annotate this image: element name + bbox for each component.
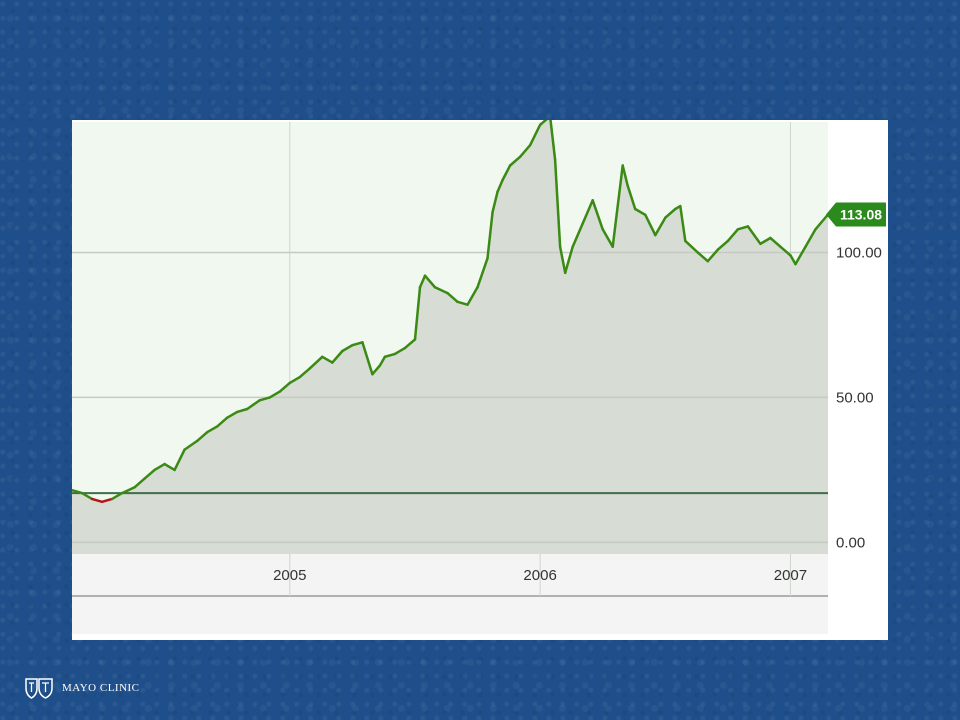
price-line-segment: [308, 355, 324, 370]
price-line-segment: [133, 477, 146, 489]
price-line-segment: [679, 204, 687, 243]
price-line-segment: [245, 399, 261, 411]
price-line-segment: [518, 143, 532, 159]
price-line-segment: [423, 274, 437, 289]
price-line-segment: [110, 491, 124, 501]
price-line-segment: [258, 396, 272, 402]
price-line-segment: [278, 381, 292, 393]
price-line-segment: [225, 410, 239, 419]
price-line-segment: [591, 199, 604, 231]
price-line-segment: [814, 213, 830, 231]
price-line-segment: [486, 210, 494, 260]
price-line-segment: [804, 228, 817, 248]
price-line-segment: [726, 228, 740, 243]
price-line-segment: [371, 364, 382, 376]
price-line-segment: [621, 164, 629, 188]
price-line-segment: [215, 416, 229, 428]
price-line-segment: [351, 341, 364, 347]
stock-price-chart: 0.00 50.00 100.00 2005 2006 2007 113.08: [72, 120, 886, 634]
price-line-segment: [456, 300, 469, 306]
price-line-segment: [433, 286, 449, 295]
price-line-segment: [173, 448, 186, 472]
price-line-segment: [736, 225, 750, 231]
price-line-segment: [553, 158, 562, 248]
x-tick-label: 2007: [774, 567, 807, 584]
price-line-segment: [446, 291, 459, 304]
price-line-segment: [644, 213, 657, 237]
last-price-label: 113.08: [840, 207, 882, 223]
price-line-segment: [378, 355, 387, 367]
price-line-segment: [696, 251, 710, 263]
price-line-segment: [759, 236, 772, 246]
price-line-segment: [80, 491, 94, 501]
y-tick-label: 0.00: [836, 534, 865, 551]
price-line-segment: [288, 375, 302, 385]
price-line-segment: [779, 245, 792, 257]
x-tick-label: 2006: [523, 567, 556, 584]
price-line-segment: [268, 390, 282, 399]
price-line-segment: [558, 245, 567, 275]
price-area: [72, 120, 828, 554]
price-line-segment: [789, 254, 797, 266]
price-line-segment: [794, 245, 807, 266]
price-line-segment: [491, 190, 499, 214]
x-tick-label: 2005: [273, 567, 306, 584]
price-line-segment: [466, 286, 479, 306]
price-line-segment: [205, 425, 219, 434]
lower-strip: [72, 596, 828, 634]
price-line-segment: [321, 355, 334, 364]
price-line-segment: [418, 274, 427, 289]
y-tick-label: 50.00: [836, 389, 874, 406]
price-line-segment: [571, 222, 584, 248]
price-line-segment: [153, 462, 166, 472]
x-axis-band: [72, 554, 828, 596]
mayo-shield-icon: [25, 678, 53, 699]
price-line-segment: [716, 239, 730, 251]
price-line-segment: [654, 216, 667, 237]
price-line-segment: [528, 123, 542, 147]
price-line-segment: [508, 155, 522, 167]
brand-name: MAYO CLINIC: [62, 682, 140, 694]
price-line-segment: [163, 462, 176, 472]
price-line-segment: [413, 286, 422, 341]
price-line-segment: [626, 184, 637, 211]
price-line-segment: [563, 245, 574, 275]
price-line-segment: [331, 349, 344, 364]
price-line-segment: [611, 164, 624, 248]
price-line-segment: [581, 199, 594, 225]
price-line-segment: [72, 488, 84, 495]
price-line-segment: [235, 407, 249, 414]
chart-card: 0.00 50.00 100.00 2005 2006 2007 113.08: [72, 120, 888, 640]
price-line-segment: [476, 257, 489, 289]
price-line-segment: [195, 430, 209, 443]
price-line-segment: [100, 497, 114, 504]
last-price-tag: [826, 202, 886, 227]
price-line-segment: [120, 486, 136, 495]
price-line-segment: [746, 225, 762, 246]
price-line-segment: [341, 343, 354, 353]
price-line-segment: [706, 248, 720, 263]
price-line-segment: [298, 367, 312, 379]
price-line-segment: [90, 497, 104, 504]
price-line-segment: [393, 346, 407, 356]
price-line-segment: [664, 207, 677, 219]
price-line-segment: [549, 120, 557, 161]
price-line-segment: [183, 439, 199, 451]
price-line-segment: [361, 341, 374, 376]
price-line-segment: [538, 120, 548, 127]
price-line-segment: [601, 228, 614, 248]
price-line-segment: [769, 236, 782, 248]
y-tick-label: 100.00: [836, 244, 882, 261]
price-line-segment: [501, 164, 512, 182]
price-line-segment: [383, 352, 397, 359]
price-line-segment: [143, 468, 156, 480]
price-line-segment: [684, 239, 700, 254]
footer-logo: MAYO CLINIC: [24, 676, 140, 700]
price-line-segment: [633, 207, 647, 217]
price-line-segment: [496, 178, 504, 193]
price-line-segment: [403, 338, 417, 350]
